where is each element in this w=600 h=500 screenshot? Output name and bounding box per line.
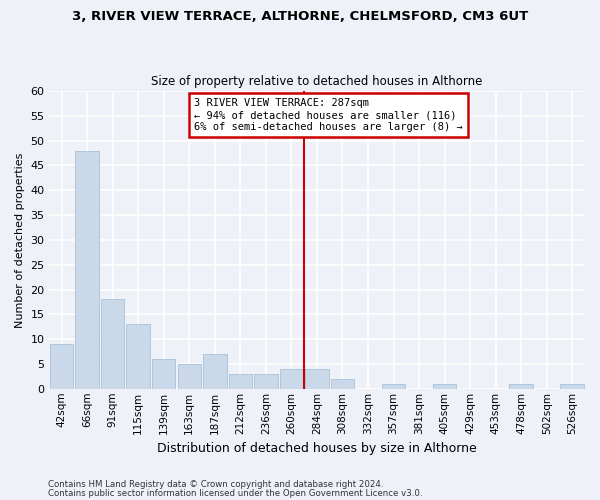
Text: Contains HM Land Registry data © Crown copyright and database right 2024.: Contains HM Land Registry data © Crown c… bbox=[48, 480, 383, 489]
Bar bbox=[560, 384, 584, 389]
Bar bbox=[178, 364, 201, 389]
Y-axis label: Number of detached properties: Number of detached properties bbox=[15, 152, 25, 328]
Bar bbox=[382, 384, 405, 389]
Text: 3, RIVER VIEW TERRACE, ALTHORNE, CHELMSFORD, CM3 6UT: 3, RIVER VIEW TERRACE, ALTHORNE, CHELMSF… bbox=[72, 10, 528, 23]
Bar bbox=[101, 300, 124, 389]
Bar bbox=[127, 324, 150, 389]
Text: Contains public sector information licensed under the Open Government Licence v3: Contains public sector information licen… bbox=[48, 490, 422, 498]
Bar bbox=[152, 359, 175, 389]
Bar bbox=[433, 384, 457, 389]
Bar bbox=[280, 369, 303, 389]
Text: 3 RIVER VIEW TERRACE: 287sqm
← 94% of detached houses are smaller (116)
6% of se: 3 RIVER VIEW TERRACE: 287sqm ← 94% of de… bbox=[194, 98, 463, 132]
Bar bbox=[331, 379, 354, 389]
X-axis label: Distribution of detached houses by size in Althorne: Distribution of detached houses by size … bbox=[157, 442, 477, 455]
Bar bbox=[254, 374, 278, 389]
Title: Size of property relative to detached houses in Althorne: Size of property relative to detached ho… bbox=[151, 76, 482, 88]
Bar bbox=[50, 344, 73, 389]
Bar bbox=[76, 150, 99, 389]
Bar bbox=[229, 374, 252, 389]
Bar bbox=[305, 369, 329, 389]
Bar bbox=[203, 354, 227, 389]
Bar bbox=[509, 384, 533, 389]
